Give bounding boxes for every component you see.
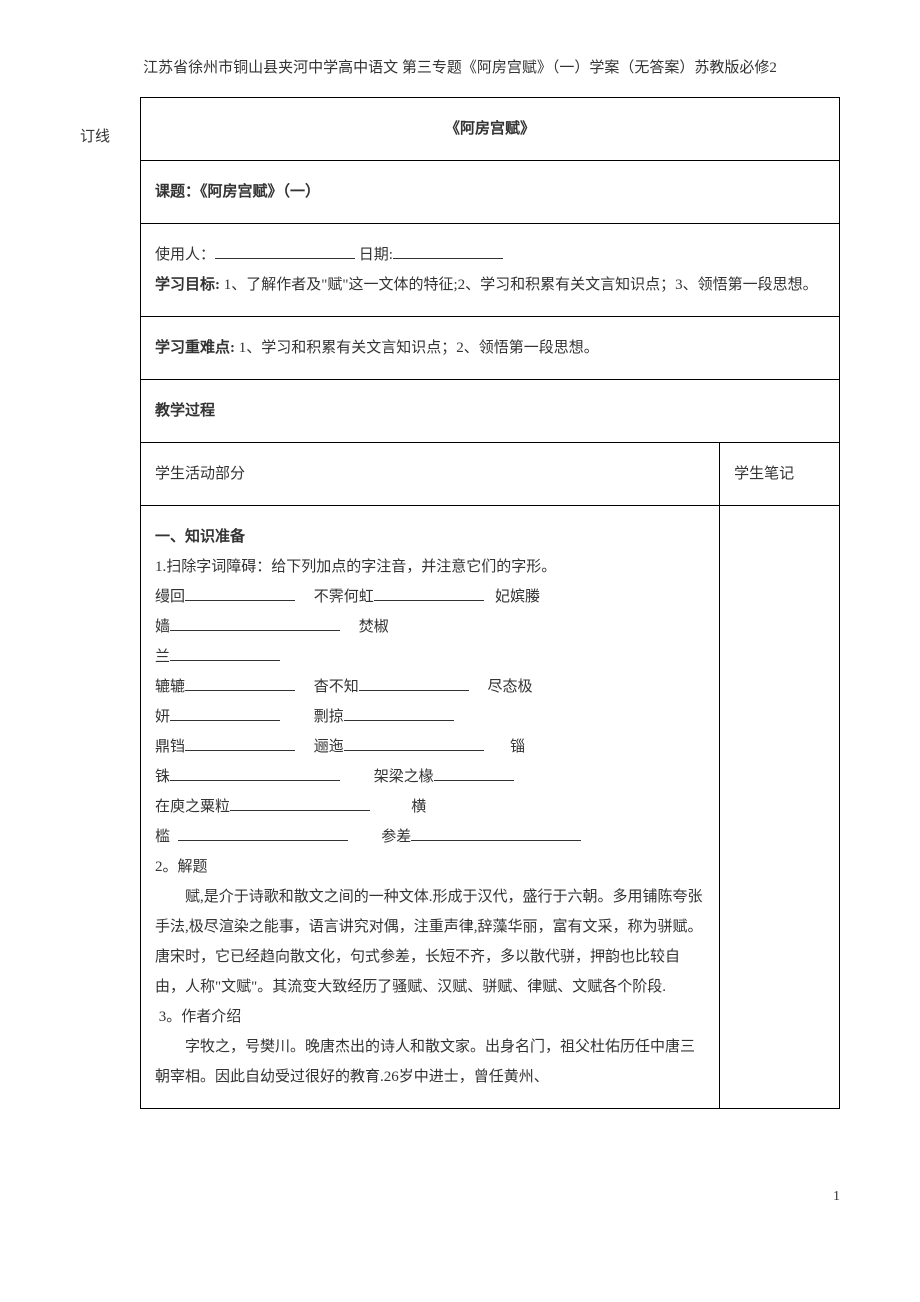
goals-text: 1、了解作者及"赋"这一文体的特征;2、学习和积累有关文言知识点；3、领悟第一段…: [224, 277, 818, 293]
blank-13[interactable]: [344, 736, 484, 751]
vocab-15: 铢: [155, 769, 170, 785]
difficulty-row: 学习重难点: 1、学习和积累有关文言知识点；2、领悟第一段思想。: [141, 317, 840, 380]
user-label: 使用人：: [155, 247, 215, 263]
blank-7[interactable]: [185, 676, 295, 691]
blank-10[interactable]: [170, 706, 280, 721]
vocab-3: 妃嫔媵: [495, 589, 540, 605]
vocab-19: 槛: [155, 829, 170, 845]
blank-6[interactable]: [170, 646, 280, 661]
blank-11[interactable]: [344, 706, 454, 721]
vocab-10: 妍: [155, 709, 170, 725]
vocab-line-4: 辘辘 杳不知 尽态极: [155, 672, 705, 702]
section-1-heading: 一、知识准备: [155, 522, 705, 552]
process-heading: 教学过程: [155, 403, 215, 419]
vocab-line-1: 缦回 不霁何虹 妃嫔媵: [155, 582, 705, 612]
vocab-line-3: 兰: [155, 642, 705, 672]
content-wrapper: 订线 《阿房宫赋》 课题：《阿房宫赋》（一） 使用人： 日期: 学习目标: 1、…: [0, 97, 920, 1169]
vocab-4: 嫱: [155, 619, 170, 635]
difficulty-label: 学习重难点:: [155, 340, 235, 356]
date-label: 日期:: [359, 247, 393, 263]
goals-line: 学习目标: 1、了解作者及"赋"这一文体的特征;2、学习和积累有关文言知识点；3…: [155, 270, 825, 300]
vocab-20: 参差: [381, 829, 411, 845]
vocab-13: 逦迤: [314, 739, 344, 755]
user-blank[interactable]: [215, 244, 355, 259]
item-3-label: 3。作者介绍: [155, 1002, 705, 1032]
blank-1[interactable]: [185, 586, 295, 601]
process-heading-row: 教学过程: [141, 380, 840, 443]
user-date-line: 使用人： 日期:: [155, 240, 825, 270]
blank-2[interactable]: [374, 586, 484, 601]
vocab-14: 锱: [510, 739, 525, 755]
blank-4[interactable]: [170, 616, 340, 631]
activity-heading-cell: 学生活动部分: [141, 443, 720, 506]
meta-and-goals-row: 使用人： 日期: 学习目标: 1、了解作者及"赋"这一文体的特征;2、学习和积累…: [141, 224, 840, 317]
blank-8[interactable]: [359, 676, 469, 691]
vocab-line-8: 在庾之粟粒 横: [155, 792, 705, 822]
vocab-18: 横: [411, 799, 426, 815]
activity-heading: 学生活动部分: [155, 466, 245, 482]
blank-15[interactable]: [170, 766, 340, 781]
vocab-12: 鼎铛: [155, 739, 185, 755]
goals-label: 学习目标:: [155, 277, 220, 293]
notes-heading-cell: 学生笔记: [720, 443, 840, 506]
document-title: 《阿房宫赋》: [141, 98, 840, 161]
blank-16[interactable]: [434, 766, 514, 781]
vocab-17: 在庾之粟粒: [155, 799, 230, 815]
item-3-text: 字牧之，号樊川。晚唐杰出的诗人和散文家。出身名门，祖父杜佑历任中唐三朝宰相。因此…: [155, 1032, 705, 1092]
vocab-5: 焚椒: [359, 619, 389, 635]
margin-binding-label: 订线: [80, 97, 140, 1109]
blank-12[interactable]: [185, 736, 295, 751]
vocab-7: 辘辘: [155, 679, 185, 695]
vocab-2: 不霁何虹: [314, 589, 374, 605]
page-header: 江苏省徐州市铜山县夹河中学高中语文 第三专题《阿房宫赋》（一）学案（无答案）苏教…: [0, 0, 920, 97]
notes-heading: 学生笔记: [734, 466, 794, 482]
vocab-line-7: 铢 架梁之椽: [155, 762, 705, 792]
difficulty-text: 1、学习和积累有关文言知识点；2、领悟第一段思想。: [239, 340, 599, 356]
blank-17[interactable]: [230, 796, 370, 811]
vocab-line-9: 槛 参差: [155, 822, 705, 852]
vocab-line-2: 嫱 焚椒: [155, 612, 705, 642]
item-2-text: 赋,是介于诗歌和散文之间的一种文体.形成于汉代，盛行于六朝。多用铺陈夸张手法,极…: [155, 882, 705, 1002]
lesson-topic-row: 课题：《阿房宫赋》（一）: [141, 161, 840, 224]
main-content-cell: 一、知识准备 1.扫除字词障碍：给下列加点的字注音，并注意它们的字形。 缦回 不…: [141, 506, 720, 1109]
vocab-line-5: 妍 剽掠: [155, 702, 705, 732]
vocab-9: 尽态极: [488, 679, 533, 695]
page-number: 1: [0, 1169, 920, 1225]
vocab-16: 架梁之椽: [374, 769, 434, 785]
notes-content-cell: [720, 506, 840, 1109]
vocab-6: 兰: [155, 649, 170, 665]
vocab-1: 缦回: [155, 589, 185, 605]
lesson-table: 《阿房宫赋》 课题：《阿房宫赋》（一） 使用人： 日期: 学习目标: 1、了解作…: [140, 97, 840, 1109]
blank-19[interactable]: [178, 826, 348, 841]
item-2-label: 2。解题: [155, 852, 705, 882]
item-1-label: 1.扫除字词障碍：给下列加点的字注音，并注意它们的字形。: [155, 552, 705, 582]
blank-20[interactable]: [411, 826, 581, 841]
vocab-11: 剽掠: [314, 709, 344, 725]
date-blank[interactable]: [393, 244, 503, 259]
vocab-line-6: 鼎铛 逦迤 锱: [155, 732, 705, 762]
lesson-topic: 课题：《阿房宫赋》（一）: [155, 184, 320, 200]
vocab-8: 杳不知: [314, 679, 359, 695]
